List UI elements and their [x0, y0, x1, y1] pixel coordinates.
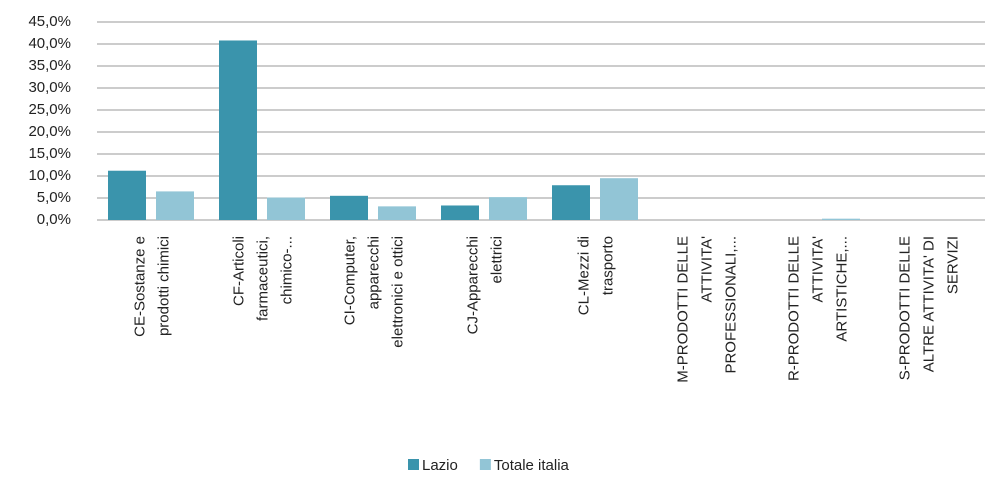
x-tick-label: CI-Computer, — [341, 236, 358, 325]
bar — [378, 206, 416, 220]
x-tick-label: elettrici — [488, 236, 505, 284]
x-tick-label: trasporto — [599, 236, 616, 295]
x-tick-label: PROFESSIONALI,... — [722, 236, 739, 374]
bar — [156, 191, 194, 220]
x-tick-label: ATTIVITA' — [698, 236, 715, 303]
x-tick-label: S-PRODOTTI DELLE — [896, 236, 913, 380]
x-tick-label: ARTISTICHE,... — [833, 236, 850, 342]
y-tick-label: 0,0% — [37, 211, 71, 228]
y-tick-label: 35,0% — [28, 57, 71, 74]
y-tick-label: 40,0% — [28, 35, 71, 52]
legend-swatch — [408, 459, 419, 470]
x-tick-label: SERVIZI — [944, 236, 961, 294]
y-tick-label: 15,0% — [28, 145, 71, 162]
bar — [330, 195, 368, 220]
bar — [267, 197, 305, 220]
x-tick-label: farmaceutici, — [254, 236, 271, 321]
y-tick-label: 10,0% — [28, 167, 71, 184]
x-tick-label: CE-Sostanze e — [131, 236, 148, 337]
legend-swatch — [479, 459, 491, 470]
x-tick-label: CJ-Apparecchi — [464, 236, 481, 334]
x-tick-label: ATTIVITA' — [809, 236, 826, 303]
bar — [489, 197, 527, 220]
legend-label: Lazio — [422, 457, 458, 474]
x-tick-label: elettronici e ottici — [389, 236, 406, 348]
legend-label: Totale italia — [494, 457, 570, 474]
x-tick-label: CL-Mezzi di — [575, 236, 592, 315]
x-tick-label: M-PRODOTTI DELLE — [674, 236, 691, 383]
y-tick-label: 5,0% — [37, 189, 71, 206]
y-tick-label: 20,0% — [28, 123, 71, 140]
bar — [600, 178, 638, 220]
bar — [441, 205, 479, 220]
y-tick-label: 45,0% — [28, 13, 71, 30]
bar — [108, 170, 146, 220]
x-tick-label: R-PRODOTTI DELLE — [785, 236, 802, 381]
x-tick-label: ALTRE ATTIVITA' DI — [920, 236, 937, 372]
bar — [822, 218, 860, 220]
x-tick-label: prodotti chimici — [155, 236, 172, 336]
bar — [552, 185, 590, 220]
y-tick-label: 25,0% — [28, 101, 71, 118]
x-tick-label: CF-Articoli — [230, 236, 247, 306]
y-tick-label: 30,0% — [28, 79, 71, 96]
x-tick-label: chimico-... — [278, 236, 295, 304]
x-tick-label: apparecchi — [365, 236, 382, 309]
bar — [219, 40, 257, 221]
